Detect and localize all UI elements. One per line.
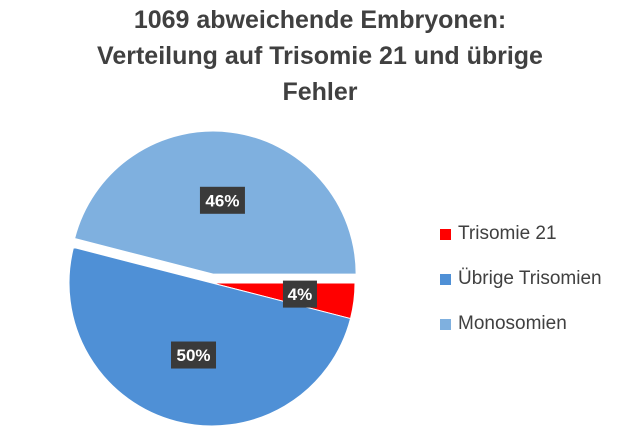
pie-data-labels: 4% 50% 46% <box>171 186 317 369</box>
data-label-text-2: 50% <box>176 346 210 365</box>
legend-label-trisomie-21: Trisomie 21 <box>458 223 557 244</box>
chart-title: 1069 abweichende Embryonen: Verteilung a… <box>0 2 640 110</box>
chart-title-line-1: 1069 abweichende Embryonen: <box>133 6 507 34</box>
legend-item-monosomien: Monosomien <box>440 312 602 336</box>
legend-label-uebrige-trisomien: Übrige Trisomien <box>458 268 602 289</box>
pie-slices <box>68 130 357 427</box>
data-label-box-2 <box>171 341 217 369</box>
data-label-1: 4% <box>282 280 317 308</box>
data-label-3: 46% <box>199 186 245 214</box>
data-label-2: 50% <box>171 341 217 369</box>
pie-slice-2 <box>68 246 352 427</box>
data-label-text-3: 46% <box>205 191 239 210</box>
chart-title-line-2: Verteilung auf Trisomie 21 und übrige <box>97 42 543 70</box>
legend-swatch-trisomie-21 <box>440 228 451 240</box>
chart-title-line-3: Fehler <box>282 78 358 106</box>
data-label-box-1 <box>282 280 317 308</box>
legend-label-monosomien: Monosomien <box>458 313 567 334</box>
data-label-text-1: 4% <box>288 285 313 304</box>
legend-item-trisomie-21: Trisomie 21 <box>440 222 602 246</box>
legend-swatch-uebrige-trisomien <box>440 273 451 285</box>
chart-legend: Trisomie 21 Übrige Trisomien Monosomien <box>440 222 602 357</box>
legend-item-uebrige-trisomien: Übrige Trisomien <box>440 267 602 291</box>
data-label-box-3 <box>199 186 245 214</box>
legend-swatch-monosomien <box>440 318 451 330</box>
